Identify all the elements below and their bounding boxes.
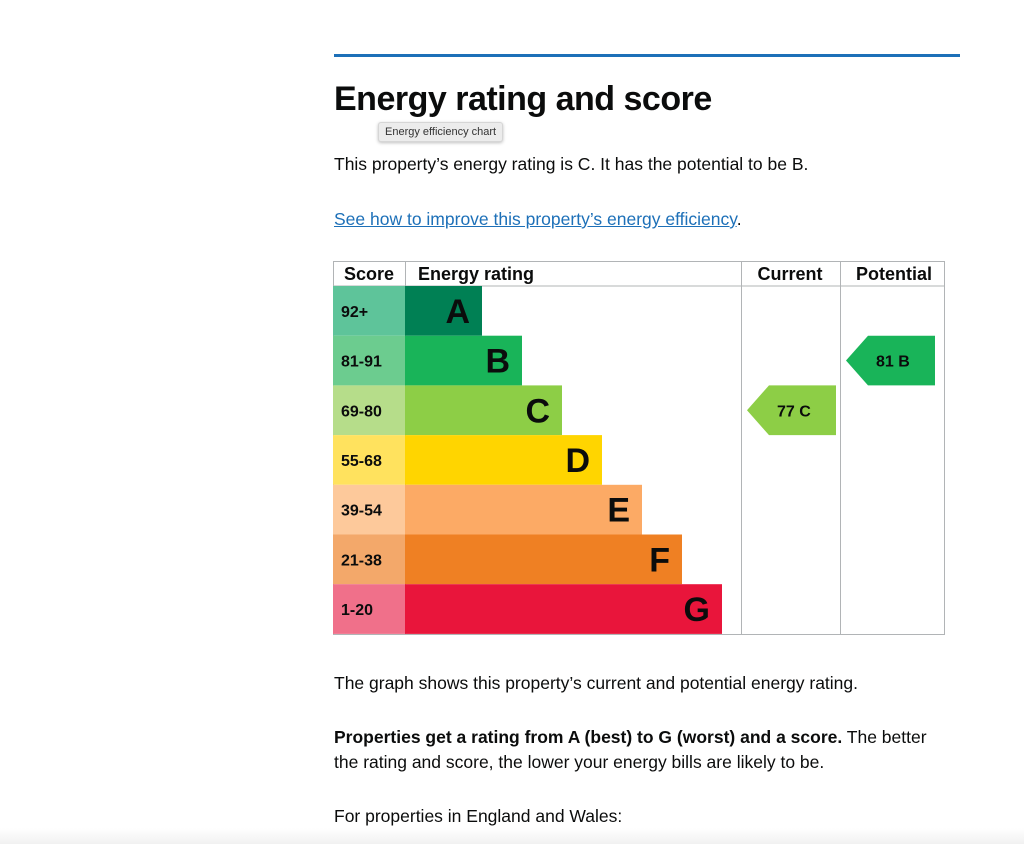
current-rating-arrow-label: 77 C bbox=[777, 403, 811, 420]
rating-bar-e bbox=[405, 484, 642, 535]
column-header-energy-rating: Energy rating bbox=[418, 264, 534, 284]
improve-efficiency-link[interactable]: See how to improve this property’s energ… bbox=[334, 209, 737, 229]
rating-explanation-bold: Properties get a rating from A (best) to… bbox=[334, 727, 843, 747]
score-cell-g bbox=[333, 584, 405, 634]
rating-explanation: Properties get a rating from A (best) to… bbox=[334, 725, 949, 775]
score-cell-c bbox=[333, 385, 405, 436]
rating-explanation-rest: The better the rating and score, the low… bbox=[334, 727, 927, 772]
score-label-c: 69-80 bbox=[341, 403, 382, 420]
page-title: Energy rating and score bbox=[334, 80, 712, 118]
score-label-g: 1-20 bbox=[341, 602, 373, 619]
intro-text: This property’s energy rating is C. It h… bbox=[334, 154, 809, 174]
rating-letter-f: F bbox=[649, 541, 670, 579]
score-label-f: 21-38 bbox=[341, 552, 382, 569]
score-cell-d bbox=[333, 435, 405, 485]
window-bottom-edge bbox=[0, 828, 1024, 844]
rating-letter-a: A bbox=[445, 293, 470, 331]
rating-bar-a bbox=[405, 286, 482, 336]
section-top-rule bbox=[334, 54, 960, 57]
rating-letter-c: C bbox=[525, 392, 550, 430]
rating-bar-d bbox=[405, 435, 602, 485]
score-cell-e bbox=[333, 484, 405, 535]
current-rating-arrow bbox=[747, 385, 836, 436]
column-header-current: Current bbox=[757, 264, 822, 284]
rating-bar-g bbox=[405, 584, 722, 634]
energy-efficiency-chart: Score Energy rating Current Potential 92+ A 81… bbox=[333, 261, 945, 635]
score-label-e: 39-54 bbox=[341, 503, 382, 520]
score-cell-f bbox=[333, 534, 405, 585]
rating-bar-b bbox=[405, 335, 522, 386]
england-wales-text: For properties in England and Wales: bbox=[334, 806, 623, 826]
improve-link-suffix: . bbox=[736, 209, 742, 229]
chart-tooltip: Energy efficiency chart bbox=[378, 122, 504, 142]
rating-letter-e: E bbox=[607, 492, 630, 530]
rating-bar-c bbox=[405, 385, 562, 436]
energy-chart-svg: Score Energy rating Current Potential 92+ A 81… bbox=[333, 261, 945, 635]
potential-rating-arrow bbox=[846, 335, 935, 386]
improve-paragraph: See how to improve this property’s energ… bbox=[334, 207, 949, 232]
rating-letter-b: B bbox=[485, 343, 510, 381]
rating-bar-f bbox=[405, 534, 682, 585]
score-label-d: 55-68 bbox=[341, 453, 382, 470]
score-cell-b bbox=[333, 335, 405, 386]
potential-rating-arrow-label: 81 B bbox=[876, 354, 910, 371]
column-header-score: Score bbox=[344, 264, 394, 284]
score-cell-a bbox=[333, 286, 405, 336]
rating-letter-d: D bbox=[565, 442, 590, 480]
rating-letter-g: G bbox=[684, 591, 710, 629]
score-label-a: 92+ bbox=[341, 304, 368, 321]
column-header-potential: Potential bbox=[856, 264, 932, 284]
score-label-b: 81-91 bbox=[341, 354, 382, 371]
graph-explanation: The graph shows this property’s current … bbox=[334, 673, 859, 693]
